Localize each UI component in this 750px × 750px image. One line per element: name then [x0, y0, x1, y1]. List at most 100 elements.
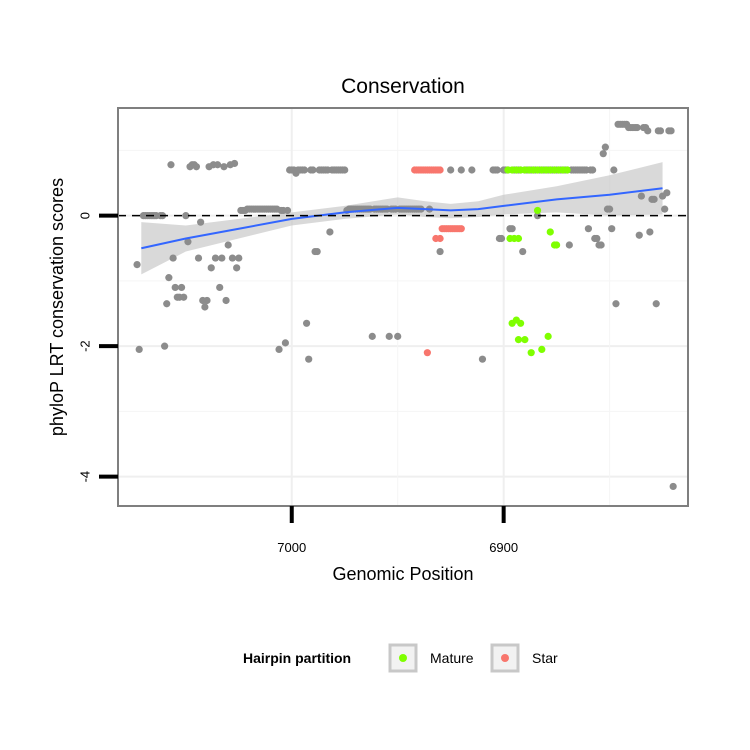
x-axis-ticks: 7000 6900 — [277, 506, 518, 555]
point-other — [133, 260, 141, 269]
point-other — [468, 166, 476, 174]
y-axis-title: phyloP LRT conservation scores — [47, 178, 67, 436]
point-other — [584, 225, 593, 233]
point-mature — [521, 336, 529, 344]
point-other — [207, 264, 215, 272]
point-other — [192, 163, 201, 171]
point-other — [228, 254, 237, 262]
smooth-line — [141, 187, 663, 250]
point-other — [171, 283, 179, 292]
point-other — [368, 332, 376, 340]
point-other — [167, 161, 175, 169]
point-other — [667, 127, 675, 135]
point-other — [135, 345, 143, 354]
smooth-line-layer — [141, 187, 663, 250]
point-other — [650, 195, 658, 203]
point-other — [220, 163, 228, 171]
point-other — [230, 159, 239, 168]
point-other — [233, 264, 241, 272]
x-axis-title: Genomic Position — [332, 564, 473, 584]
point-other — [305, 355, 313, 363]
point-other — [184, 238, 192, 246]
point-mature — [514, 336, 523, 344]
y-tick-label: 0 — [77, 212, 92, 219]
point-other — [478, 355, 487, 363]
point-mature — [538, 345, 546, 354]
legend-label-star: Star — [532, 650, 558, 666]
point-mature — [514, 234, 523, 243]
confidence-ribbon — [141, 162, 663, 275]
point-other — [589, 166, 597, 174]
point-other — [235, 254, 243, 262]
point-other — [610, 166, 618, 174]
point-other — [163, 300, 171, 308]
point-other — [661, 205, 669, 213]
legend-title: Hairpin partition — [243, 650, 351, 666]
point-other — [216, 283, 224, 292]
points-layer — [133, 120, 677, 491]
point-mature — [563, 166, 571, 174]
point-mature — [544, 332, 552, 340]
point-other — [565, 241, 573, 249]
point-other — [169, 254, 177, 262]
point-other — [599, 150, 607, 158]
point-other — [218, 254, 226, 262]
plot-background — [118, 108, 688, 506]
point-other — [161, 342, 169, 350]
legend-mature-dot — [399, 654, 407, 662]
point-other — [201, 303, 209, 311]
x-tick-label: 7000 — [277, 540, 306, 555]
point-other — [663, 189, 671, 197]
point-other — [182, 212, 190, 220]
point-star — [436, 166, 444, 174]
legend-star-dot — [501, 654, 509, 662]
point-other — [385, 332, 393, 340]
point-other — [608, 225, 616, 233]
point-other — [457, 166, 465, 174]
point-mature — [517, 319, 525, 327]
point-other — [326, 228, 334, 236]
chart-title: Conservation — [341, 75, 465, 98]
point-other — [533, 212, 542, 220]
point-other — [597, 241, 605, 249]
point-other — [283, 206, 292, 215]
point-other — [508, 225, 516, 233]
point-other — [300, 166, 309, 174]
plot-panel — [117, 107, 689, 507]
point-mature — [546, 228, 554, 236]
point-other — [194, 254, 203, 262]
legend-label-mature: Mature — [430, 650, 474, 666]
point-other — [313, 247, 321, 256]
y-tick-label: -2 — [77, 340, 92, 352]
point-other — [519, 247, 527, 256]
point-star — [423, 349, 431, 357]
point-other — [493, 166, 501, 174]
point-mature — [553, 241, 561, 249]
point-other — [644, 127, 652, 135]
point-other — [165, 274, 173, 282]
point-other — [224, 241, 232, 249]
point-star — [457, 225, 465, 233]
point-other — [197, 218, 205, 226]
point-other — [281, 339, 289, 347]
point-other — [309, 166, 317, 174]
point-other — [593, 234, 601, 243]
y-axis-ticks: -4 -2 0 — [77, 212, 118, 482]
point-other — [633, 123, 641, 132]
point-other — [180, 293, 188, 301]
point-mature — [533, 206, 542, 215]
point-other — [605, 205, 614, 213]
point-other — [275, 345, 283, 354]
point-other — [394, 332, 402, 340]
point-other — [213, 161, 222, 169]
point-other — [612, 300, 620, 308]
point-other — [302, 319, 311, 327]
point-other — [637, 192, 645, 200]
point-other — [635, 231, 643, 239]
point-other — [669, 482, 677, 491]
confidence-ribbon-layer — [141, 162, 663, 275]
point-other — [601, 143, 609, 151]
point-other — [211, 254, 220, 262]
point-other — [497, 234, 506, 243]
